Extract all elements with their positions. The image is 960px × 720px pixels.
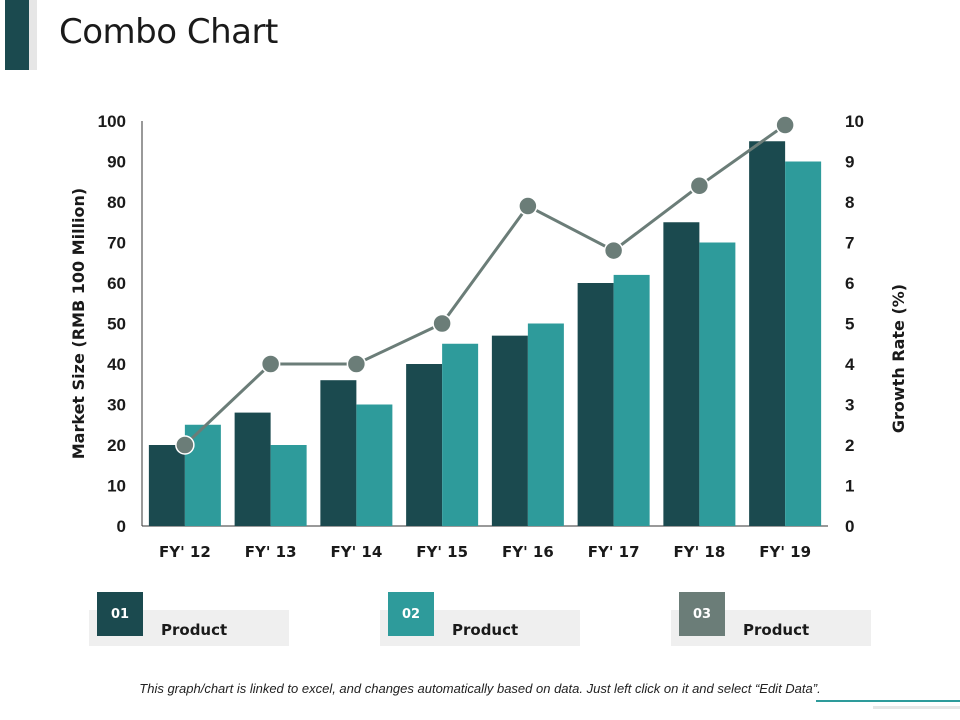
y-tick-label: 10 bbox=[107, 477, 126, 496]
page-title: Combo Chart bbox=[59, 12, 278, 52]
legend-item-3: 03 Product bbox=[671, 592, 871, 646]
y2-tick-label: 9 bbox=[845, 153, 854, 172]
y-axis-title: Market Size (RMB 100 Million) bbox=[69, 188, 88, 459]
bar-series-2 bbox=[270, 445, 307, 526]
growth-rate-point bbox=[432, 313, 452, 334]
chart-bars bbox=[148, 141, 822, 526]
chart-labels: 0 10 20 30 40 50 60 70 80 90 100 0 1 2 3 4 5 6 7 8 9 10 FY' 12… bbox=[69, 112, 908, 561]
decorative-line bbox=[873, 706, 960, 709]
bar-series-2 bbox=[527, 323, 564, 526]
x-tick-label: FY' 18 bbox=[673, 543, 725, 561]
x-tick-label: FY' 12 bbox=[159, 543, 211, 561]
y2-tick-label: 6 bbox=[845, 274, 854, 293]
bar-series-2 bbox=[442, 343, 479, 526]
bar-series-1 bbox=[234, 412, 271, 526]
growth-rate-point bbox=[518, 196, 538, 216]
legend-label: Product bbox=[452, 621, 519, 639]
legend-label: Product bbox=[161, 621, 228, 639]
y2-tick-label: 0 bbox=[845, 517, 854, 536]
y-tick-label: 50 bbox=[107, 315, 126, 334]
y-tick-label: 40 bbox=[107, 355, 126, 374]
y-tick-label: 0 bbox=[117, 517, 126, 536]
bar-series-1 bbox=[663, 222, 700, 526]
bar-series-2 bbox=[699, 242, 736, 526]
y-tick-label: 30 bbox=[107, 396, 126, 415]
growth-rate-point bbox=[260, 354, 281, 374]
y2-tick-label: 7 bbox=[845, 234, 854, 253]
growth-rate-point bbox=[775, 115, 795, 135]
legend-number-badge: 03 bbox=[679, 592, 725, 636]
y2-tick-label: 3 bbox=[845, 396, 854, 415]
y2-tick-label: 10 bbox=[845, 112, 864, 131]
y-tick-label: 70 bbox=[107, 234, 126, 253]
legend-label: Product bbox=[743, 621, 810, 639]
bar-series-2 bbox=[785, 161, 822, 526]
growth-rate-point bbox=[689, 176, 710, 196]
legend-number-badge: 02 bbox=[388, 592, 434, 636]
bar-series-1 bbox=[148, 445, 185, 526]
footnote: This graph/chart is linked to excel, and… bbox=[139, 681, 821, 696]
bar-series-1 bbox=[406, 364, 443, 526]
x-tick-label: FY' 15 bbox=[416, 543, 468, 561]
title-accent-shadow bbox=[29, 0, 37, 70]
y-tick-label: 100 bbox=[98, 112, 126, 131]
x-tick-label: FY' 13 bbox=[245, 543, 297, 561]
bar-series-2 bbox=[356, 404, 393, 526]
chart-growth-line bbox=[175, 115, 795, 455]
y-tick-label: 20 bbox=[107, 436, 126, 455]
y-tick-label: 60 bbox=[107, 274, 126, 293]
combo-chart[interactable]: 0 10 20 30 40 50 60 70 80 90 100 0 1 2 3 4 5 6 7 8 9 10 FY' 12… bbox=[0, 0, 960, 600]
y-tick-label: 80 bbox=[107, 193, 126, 212]
growth-rate-point bbox=[603, 240, 624, 261]
decorative-line bbox=[816, 700, 960, 702]
x-tick-label: FY' 14 bbox=[330, 543, 382, 561]
title-accent-bar bbox=[5, 0, 29, 70]
bar-series-1 bbox=[320, 380, 357, 526]
y2-tick-label: 2 bbox=[845, 436, 854, 455]
x-tick-label: FY' 19 bbox=[759, 543, 811, 561]
legend-item-1: 01 Product bbox=[89, 592, 289, 646]
x-tick-label: FY' 17 bbox=[588, 543, 640, 561]
y2-tick-label: 8 bbox=[845, 193, 854, 212]
y2-tick-label: 5 bbox=[845, 315, 854, 334]
growth-rate-point bbox=[346, 354, 367, 374]
x-tick-label: FY' 16 bbox=[502, 543, 554, 561]
legend-number-badge: 01 bbox=[97, 592, 143, 636]
y-tick-label: 90 bbox=[107, 153, 126, 172]
legend-item-2: 02 Product bbox=[380, 592, 580, 646]
bar-series-1 bbox=[491, 335, 528, 526]
growth-rate-line bbox=[183, 123, 786, 447]
growth-rate-point bbox=[175, 435, 195, 455]
y2-tick-label: 4 bbox=[845, 355, 855, 374]
bar-series-1 bbox=[749, 141, 786, 526]
y2-tick-label: 1 bbox=[845, 477, 854, 496]
y2-axis-title: Growth Rate (%) bbox=[889, 284, 908, 433]
bar-series-1 bbox=[577, 283, 614, 526]
bar-series-2 bbox=[613, 274, 650, 526]
